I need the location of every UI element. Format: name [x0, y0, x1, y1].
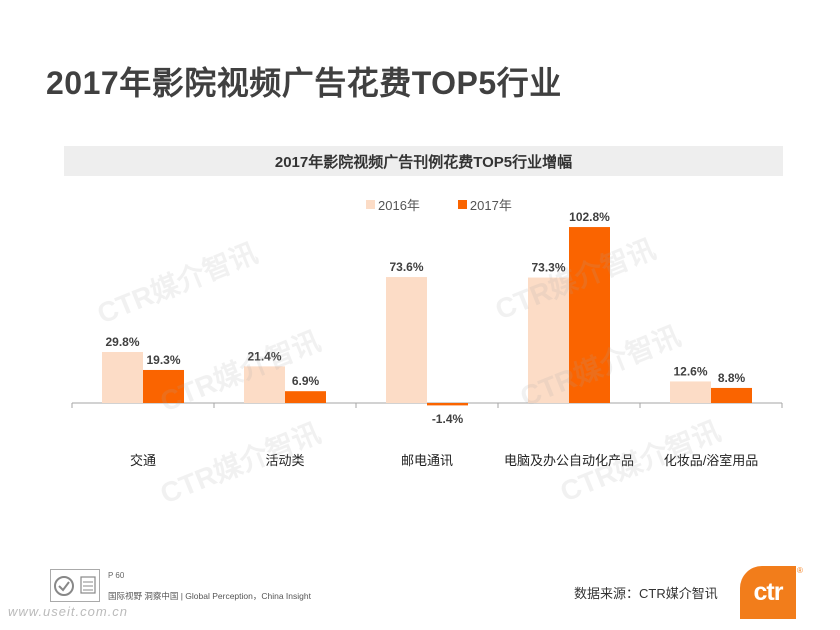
certification-logo: [50, 569, 100, 602]
bar-2016: [528, 277, 569, 403]
legend-item-2016: 2016年: [366, 195, 420, 214]
ctr-logo: ctr: [740, 566, 796, 619]
data-label: 29.8%: [105, 335, 139, 349]
legend-swatch-2017: [457, 200, 467, 209]
bar-2016: [244, 366, 285, 403]
bar-2016: [670, 381, 711, 403]
bar-2017: [569, 227, 610, 403]
data-label: 73.3%: [531, 261, 565, 275]
page-title: 2017年影院视频广告花费TOP5行业: [46, 65, 562, 101]
data-label: 102.8%: [569, 210, 610, 224]
chart-title: 2017年影院视频广告刊例花费TOP5行业增幅: [274, 153, 573, 171]
certification-badge-icon: [80, 575, 96, 594]
page-number: P 60: [108, 571, 125, 580]
category-label: 邮电通讯: [401, 453, 453, 468]
data-label: -1.4%: [432, 412, 464, 426]
data-label: 8.8%: [718, 371, 746, 385]
category-label: 电脑及办公自动化产品: [504, 453, 634, 468]
data-label: 21.4%: [247, 349, 281, 363]
bar-2017: [285, 391, 326, 403]
category-label: 交通: [130, 453, 156, 468]
data-label: 19.3%: [146, 353, 180, 367]
chart-legend: 2016年 2017年: [366, 195, 550, 214]
data-label: 6.9%: [292, 374, 320, 388]
footer-slogan: 国际视野 洞察中国 | Global Perception，China Insi…: [108, 591, 311, 601]
bar-2017: [143, 369, 184, 403]
category-label: 化妆品/浴室用品: [664, 453, 759, 468]
ctr-logo-text: ctr: [753, 578, 784, 606]
data-source: 数据来源：CTR媒介智讯: [574, 586, 718, 601]
chart-title-bar: 2017年影院视频广告刊例花费TOP5行业增幅: [64, 146, 783, 176]
data-label: 12.6%: [673, 364, 707, 378]
legend-swatch-2016: [366, 200, 375, 209]
bar-2017: [711, 387, 752, 403]
website-watermark: www.useit.com.cn: [8, 604, 129, 619]
bar-2016: [102, 351, 143, 403]
bar-2017: [427, 403, 468, 406]
registered-mark: ®: [797, 566, 803, 575]
legend-label-2017: 2017年: [469, 198, 512, 213]
category-label: 活动类: [265, 453, 304, 468]
bar-2016: [386, 277, 427, 403]
data-label: 73.6%: [389, 260, 423, 274]
certification-seal-icon: [54, 575, 74, 596]
legend-label-2016: 2016年: [378, 198, 420, 213]
legend-item-2017: 2017年: [457, 195, 512, 214]
